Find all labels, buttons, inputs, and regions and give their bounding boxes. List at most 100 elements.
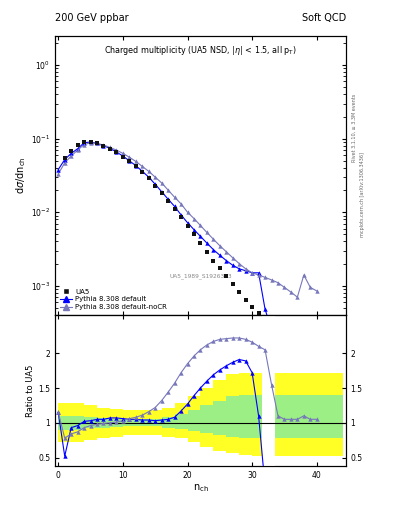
Point (184, 208, 191, 216)
Point (62, 452, 68, 460)
Point (68, 147, 74, 155)
Point (204, 341, 210, 349)
Point (152, 403, 158, 412)
Point (178, 211, 184, 219)
Point (158, 179, 165, 187)
Point (197, 232, 204, 241)
Point (94, 139, 100, 147)
Point (87, 421, 94, 430)
Point (204, 248, 210, 256)
Point (255, 271, 262, 279)
Point (158, 396, 165, 404)
Point (94, 139, 100, 147)
Point (223, 248, 230, 256)
Point (197, 221, 204, 229)
Point (178, 407, 184, 415)
Text: Rivet 3.1.10, ≥ 3.3M events: Rivet 3.1.10, ≥ 3.3M events (352, 94, 357, 162)
Point (120, 417, 126, 425)
Point (191, 225, 197, 233)
Point (113, 414, 119, 422)
Point (94, 415, 100, 423)
Point (184, 219, 191, 227)
Point (230, 358, 236, 367)
Point (62, 156, 68, 164)
Y-axis label: Ratio to UA5: Ratio to UA5 (26, 364, 35, 417)
Point (94, 139, 100, 147)
Point (178, 200, 184, 208)
Point (158, 187, 165, 196)
Point (288, 288, 294, 296)
Point (100, 415, 107, 423)
Point (275, 412, 281, 420)
Point (113, 148, 119, 157)
Point (307, 415, 314, 423)
Point (100, 141, 107, 149)
Point (55, 408, 61, 416)
Point (81, 138, 87, 146)
Point (249, 269, 255, 277)
Point (152, 181, 158, 189)
Point (145, 173, 152, 181)
Point (75, 141, 81, 149)
Point (268, 326, 275, 334)
Point (139, 416, 145, 424)
Point (87, 139, 94, 147)
Point (139, 162, 145, 170)
Point (217, 366, 223, 374)
Point (107, 143, 113, 152)
Legend: UA5, Pythia 8.308 default, Pythia 8.308 default-noCR: UA5, Pythia 8.308 default, Pythia 8.308 … (59, 287, 169, 311)
Point (223, 334, 230, 343)
Point (301, 412, 307, 420)
Point (152, 173, 158, 181)
Point (152, 180, 158, 188)
Point (197, 346, 204, 354)
Point (191, 352, 197, 360)
Point (126, 157, 132, 165)
Point (100, 142, 107, 150)
Point (68, 423, 74, 432)
Point (288, 415, 294, 423)
Point (262, 346, 268, 354)
Point (55, 165, 61, 174)
Point (191, 392, 197, 400)
Point (171, 193, 178, 201)
Point (94, 420, 100, 429)
Point (255, 342, 262, 350)
Point (314, 415, 320, 423)
Text: 200 GeV ppbar: 200 GeV ppbar (55, 13, 129, 23)
Point (210, 257, 217, 265)
Point (268, 276, 275, 284)
Point (113, 418, 119, 426)
Point (281, 415, 288, 423)
Point (236, 288, 242, 296)
Point (210, 371, 217, 379)
Point (178, 369, 184, 377)
Point (230, 253, 236, 262)
Point (230, 280, 236, 288)
Point (55, 408, 61, 416)
Point (62, 154, 68, 162)
X-axis label: n$_\mathsf{ch}$: n$_\mathsf{ch}$ (193, 482, 208, 495)
Point (171, 205, 178, 214)
Point (165, 195, 171, 203)
Point (68, 150, 74, 158)
Point (191, 230, 197, 239)
Point (262, 482, 268, 490)
Point (242, 267, 249, 275)
Point (294, 415, 301, 423)
Text: Soft QCD: Soft QCD (301, 13, 346, 23)
Point (262, 315, 268, 324)
Point (68, 430, 74, 438)
Point (197, 239, 204, 247)
Point (281, 283, 288, 291)
Point (62, 159, 68, 167)
Point (75, 421, 81, 430)
Point (230, 334, 236, 342)
Point (68, 152, 74, 160)
Point (301, 389, 307, 397)
Point (197, 384, 204, 392)
Point (178, 214, 184, 222)
Point (165, 415, 171, 423)
Point (242, 335, 249, 344)
Point (314, 416, 320, 424)
